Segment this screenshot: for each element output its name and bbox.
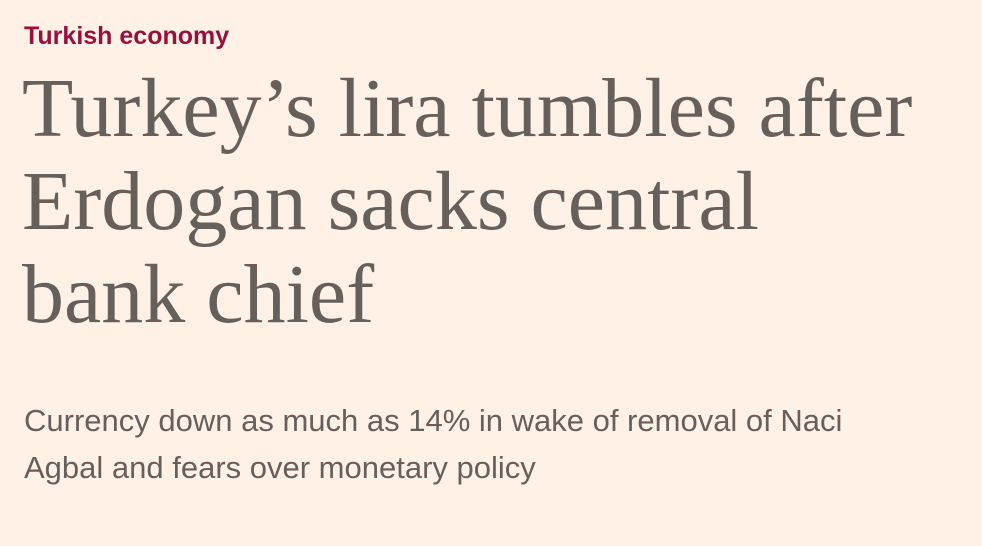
headline-line: Turkey’s lira tumbles after	[22, 62, 913, 155]
headline: Turkey’s lira tumbles after Erdogan sack…	[22, 62, 912, 341]
headline-line: bank chief	[22, 248, 375, 341]
standfirst-line: Agbal and fears over monetary policy	[24, 450, 536, 485]
standfirst: Currency down as much as 14% in wake of …	[24, 397, 842, 491]
headline-line: Erdogan sacks central	[22, 155, 760, 248]
standfirst-line: Currency down as much as 14% in wake of …	[24, 403, 843, 438]
section-link[interactable]: Turkish economy	[24, 22, 230, 50]
